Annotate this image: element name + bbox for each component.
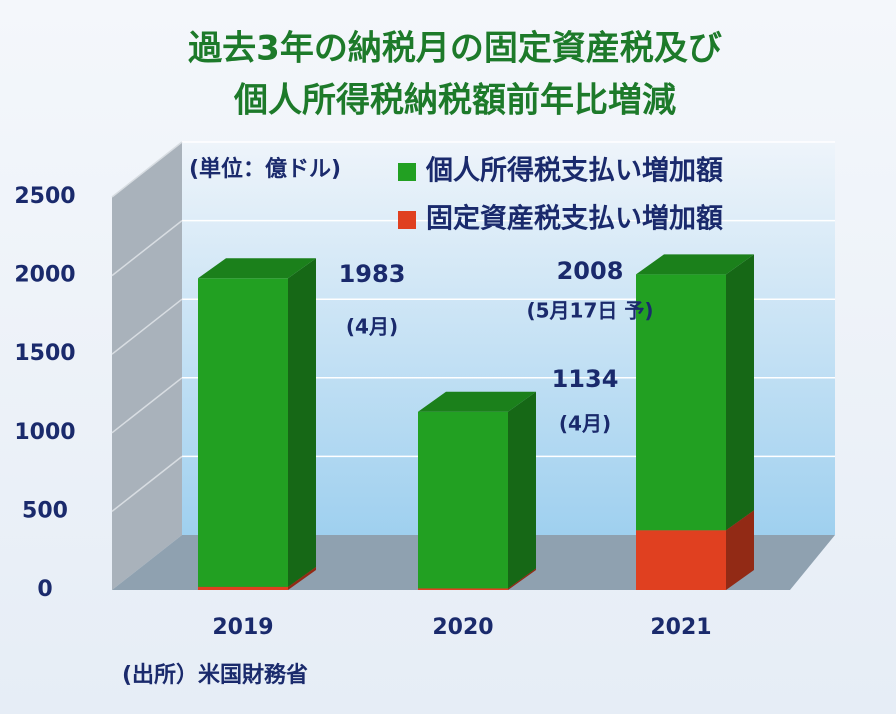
y-tick-label: 0	[37, 577, 52, 602]
total-label: 1983	[339, 260, 406, 288]
legend-swatch	[398, 163, 416, 181]
unit-label: (単位：億ドル)	[189, 156, 341, 182]
bar	[418, 411, 508, 589]
bar	[418, 588, 508, 590]
bar-side	[508, 391, 536, 589]
bar-top	[198, 258, 316, 279]
total-label: 1134	[552, 365, 619, 393]
legend-label: 個人所得税支払い増加額	[425, 155, 723, 187]
y-tick-label: 2000	[14, 263, 75, 288]
x-tick-label: 2020	[432, 615, 493, 640]
bar	[636, 274, 726, 531]
y-tick-label: 2500	[14, 184, 75, 209]
grid-line	[111, 141, 183, 198]
bar-side	[288, 258, 316, 587]
chart-title: 過去3年の納税月の固定資産税及び	[188, 29, 722, 69]
side-wall	[112, 142, 182, 590]
bar-side	[726, 254, 754, 531]
source-label: (出所）米国財務省	[122, 662, 308, 688]
x-tick-label: 2019	[212, 615, 273, 640]
bar	[198, 586, 288, 590]
bar	[198, 278, 288, 587]
bar-top	[418, 391, 536, 412]
legend-label: 固定資産税支払い増加額	[426, 203, 723, 235]
grid-line	[111, 377, 183, 434]
grid-line	[111, 220, 183, 277]
total-note: (4月)	[559, 412, 611, 436]
total-note: (5月17日 予)	[527, 299, 654, 323]
grid-line	[111, 298, 183, 355]
bar	[636, 530, 726, 590]
grid-line	[111, 455, 183, 512]
bar-side	[726, 510, 754, 590]
chart-title: 個人所得税納税額前年比増減	[233, 81, 676, 121]
bar-side	[288, 566, 316, 590]
legend-swatch	[398, 211, 416, 229]
bar-top	[636, 254, 754, 275]
total-label: 2008	[557, 257, 624, 285]
x-tick-label: 2021	[650, 615, 711, 640]
bar-side	[508, 568, 536, 590]
y-tick-label: 1500	[14, 341, 75, 366]
y-tick-label: 1000	[14, 420, 75, 445]
total-note: (4月)	[346, 315, 398, 339]
y-tick-label: 500	[22, 498, 68, 523]
